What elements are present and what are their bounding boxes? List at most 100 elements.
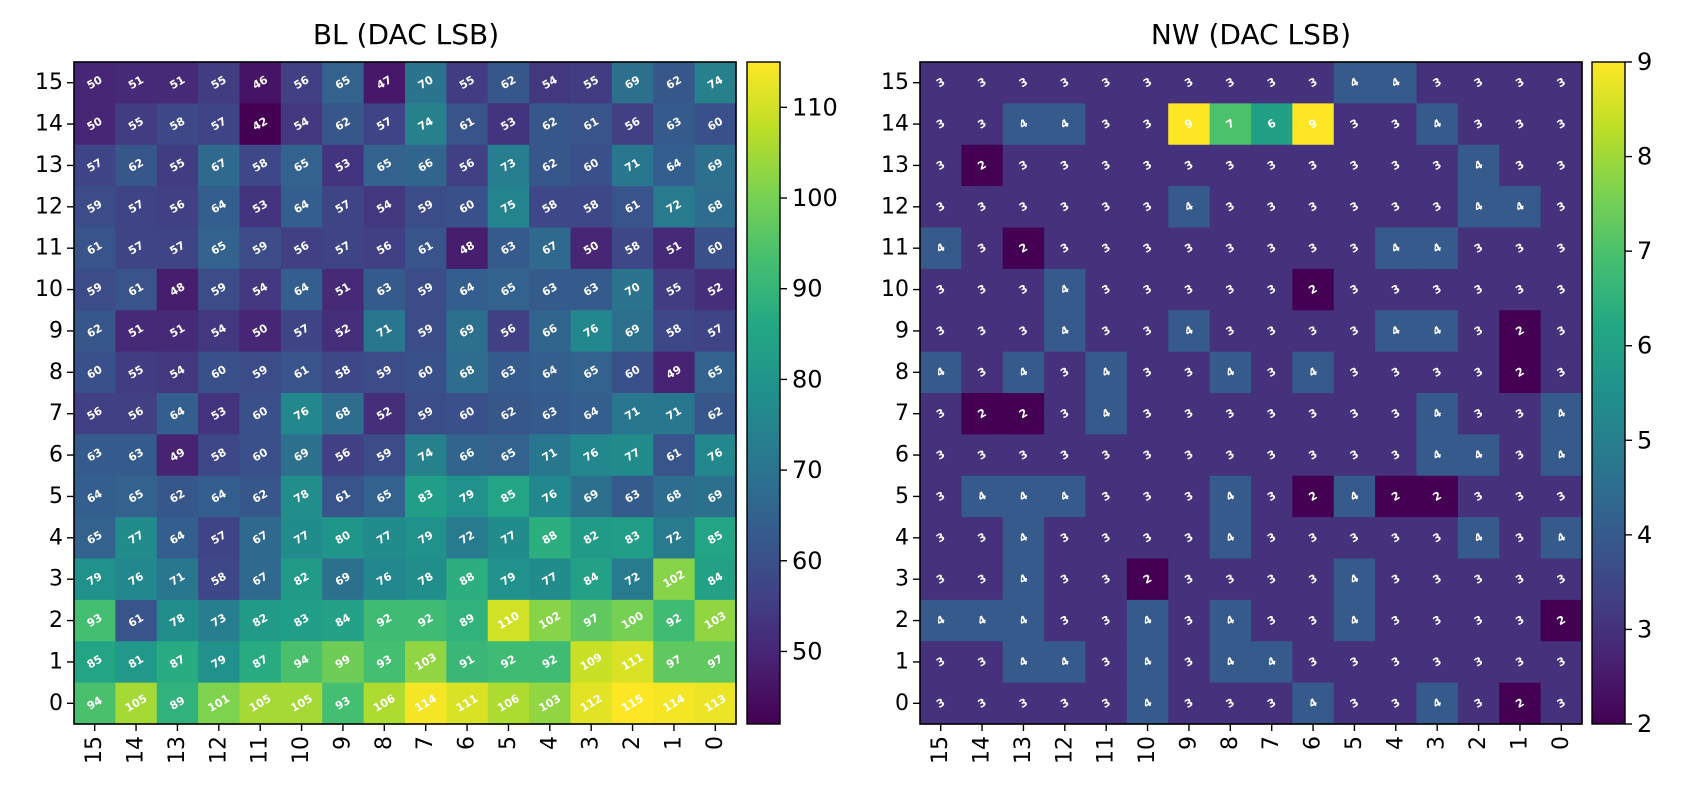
heatmap-cell (487, 186, 530, 229)
heatmap-cell (653, 268, 696, 311)
heatmap-cell (1333, 682, 1376, 725)
heatmap-cell (198, 144, 241, 187)
heatmap-cell (115, 558, 158, 601)
heatmap-cell (653, 393, 696, 435)
heatmap-cell (280, 103, 323, 146)
heatmap-cell (1375, 186, 1418, 229)
x-tick-label: 8 (1218, 736, 1243, 750)
heatmap-cell (1209, 682, 1252, 725)
heatmap-cell (405, 310, 447, 353)
heatmap-cell (529, 599, 572, 642)
heatmap-cell (1540, 558, 1583, 601)
nw-x-ticks: 15 14 13 12 11 10 9 8 7 6 5 4 3 2 1 0 (928, 724, 1574, 764)
heatmap-cell (1251, 599, 1293, 642)
colorbar-tick-label: 6 (1637, 332, 1652, 360)
heatmap-cell (405, 682, 447, 725)
heatmap-cell (1126, 641, 1169, 684)
heatmap-cell (1375, 475, 1418, 518)
heatmap-cell (1499, 475, 1542, 518)
heatmap-cell (487, 393, 530, 435)
heatmap-cell (1457, 475, 1500, 518)
heatmap-cell (1002, 682, 1045, 725)
heatmap-cell (1375, 351, 1418, 394)
heatmap-cell (1209, 434, 1252, 477)
heatmap-cell (1085, 103, 1128, 146)
heatmap-cell (1375, 227, 1418, 270)
heatmap-cell (1333, 393, 1376, 435)
heatmap-cell (1499, 599, 1542, 642)
heatmap-cell (570, 434, 613, 477)
heatmap-cell (1085, 641, 1128, 684)
heatmap-cell (1209, 351, 1252, 394)
bl-panel: BL (DAC LSB) 50 51 51 55 46 56 65 47 70 55 62 54 55 6… (35, 18, 838, 764)
heatmap-cell (322, 144, 365, 187)
heatmap-cell (239, 62, 282, 104)
heatmap-cell (405, 434, 447, 477)
bl-title: BL (DAC LSB) (313, 18, 499, 51)
heatmap-cell (1209, 144, 1252, 187)
heatmap-cell (1457, 641, 1500, 684)
heatmap-cell (405, 227, 447, 270)
heatmap-cell (653, 351, 696, 394)
heatmap-cell (446, 599, 489, 642)
heatmap-cell (920, 227, 962, 270)
heatmap-cell (920, 434, 962, 477)
colorbar-tick-label: 60 (792, 547, 823, 575)
nw-heatmap-cells: 3 3 3 3 3 3 3 3 3 3 4 4 3 3 3 33 3 4 4 3 3 9 7 6 9 3 3 4 3 3 33 2 3 3 3 3 3 3… (920, 62, 1583, 725)
x-tick-label: 9 (330, 736, 355, 750)
y-tick-label: 8 (895, 360, 909, 385)
heatmap-cell (1251, 558, 1293, 601)
heatmap-cell (1126, 268, 1169, 311)
heatmap-cell (920, 393, 962, 435)
heatmap-cell (1168, 517, 1211, 560)
heatmap-cell (1251, 393, 1293, 435)
heatmap-cell (1457, 268, 1500, 311)
heatmap-cell (570, 144, 613, 187)
heatmap-cell (487, 682, 530, 725)
colorbar-tick-label: 110 (792, 93, 838, 121)
heatmap-cell (961, 599, 1004, 642)
heatmap-cell (1168, 599, 1211, 642)
heatmap-cell (1002, 186, 1045, 229)
y-tick-label: 15 (881, 70, 909, 95)
heatmap-cell (322, 103, 365, 146)
heatmap-cell (239, 434, 282, 477)
heatmap-cell (156, 268, 199, 311)
heatmap-cell (1457, 144, 1500, 187)
heatmap-cell (280, 144, 323, 187)
heatmap-cell (1375, 558, 1418, 601)
heatmap-cell (1333, 186, 1376, 229)
heatmap-cell (487, 227, 530, 270)
heatmap-cell (487, 641, 530, 684)
heatmap-cell (1168, 558, 1211, 601)
heatmap-cell (239, 599, 282, 642)
heatmap-cell (198, 434, 241, 477)
heatmap-cell (363, 103, 406, 146)
heatmap-cell (1044, 103, 1087, 146)
heatmap-cell (1540, 144, 1583, 187)
heatmap-cell (570, 227, 613, 270)
heatmap-cell (1375, 434, 1418, 477)
heatmap-cell (1251, 475, 1293, 518)
heatmap-cell (570, 599, 613, 642)
heatmap-cell (405, 393, 447, 435)
heatmap-cell (961, 475, 1004, 518)
heatmap-cell (115, 393, 158, 435)
heatmap-cell (1044, 475, 1087, 518)
y-tick-label: 15 (35, 70, 63, 95)
heatmap-cell (446, 186, 489, 229)
heatmap-cell (1416, 641, 1459, 684)
heatmap-cell (920, 517, 962, 560)
heatmap-cell (1375, 641, 1418, 684)
heatmap-cell (1457, 62, 1500, 104)
heatmap-cell (239, 186, 282, 229)
y-tick-label: 13 (35, 153, 63, 178)
heatmap-cell (1085, 475, 1128, 518)
y-tick-label: 7 (895, 401, 909, 426)
heatmap-cell (570, 682, 613, 725)
heatmap-cell (529, 517, 572, 560)
heatmap-cell (1126, 227, 1169, 270)
heatmap-cell (1333, 641, 1376, 684)
heatmap-cell (529, 434, 572, 477)
heatmap-cell (920, 268, 962, 311)
